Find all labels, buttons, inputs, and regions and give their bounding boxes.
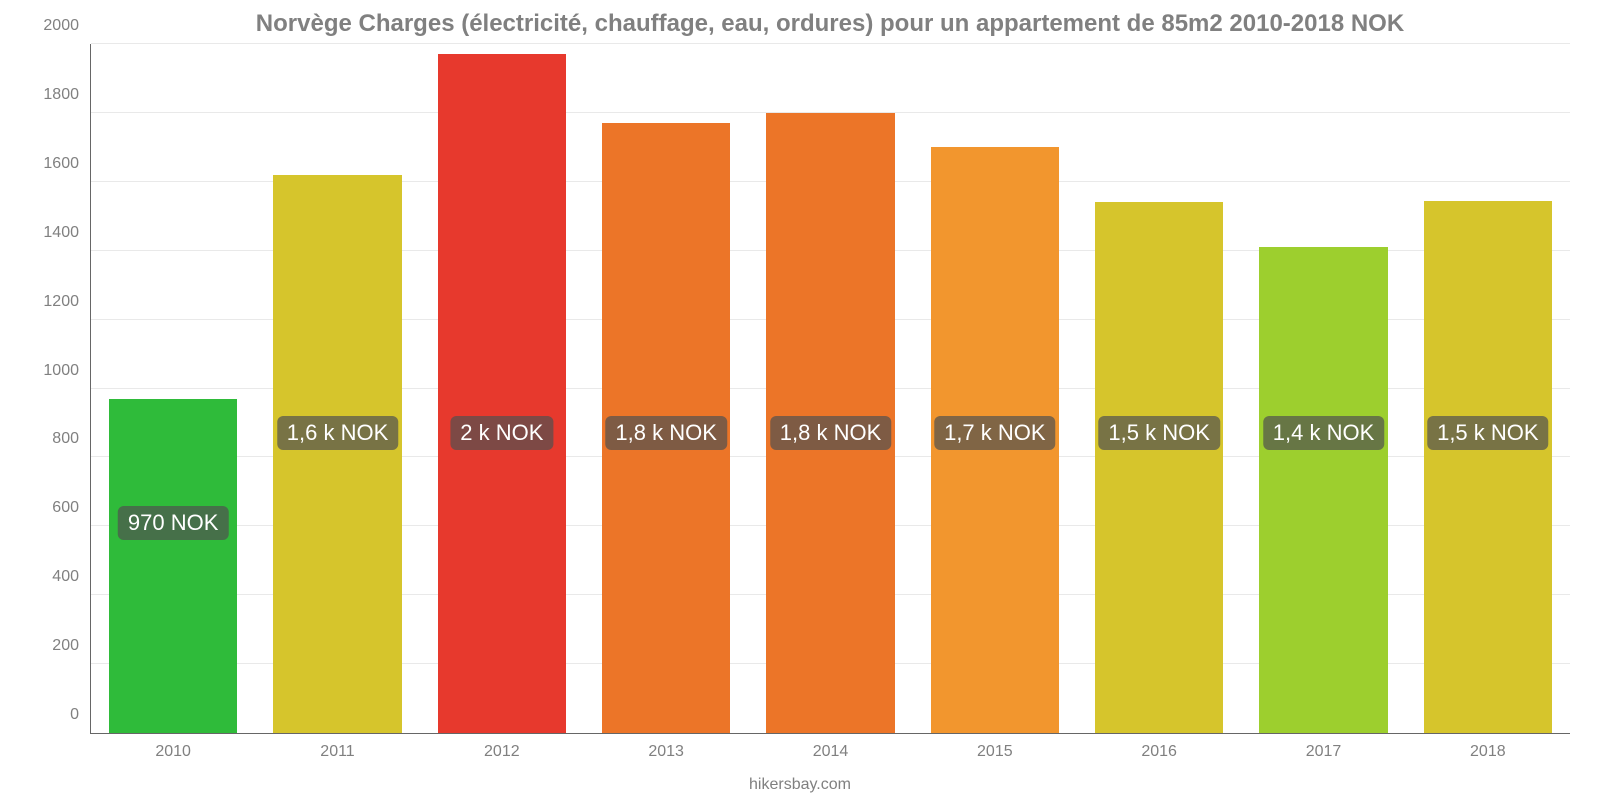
y-tick-label: 600 — [52, 499, 79, 517]
x-tick-label: 2011 — [320, 743, 354, 761]
y-tick-label: 400 — [52, 568, 79, 586]
y-tick-label: 1400 — [43, 224, 79, 242]
bar-value-label: 970 NOK — [118, 506, 229, 540]
bar-value-label: 1,8 k NOK — [770, 416, 891, 450]
bar-value-label: 1,5 k NOK — [1427, 416, 1548, 450]
x-tick-label: 2010 — [155, 743, 191, 761]
bar-value-label: 1,4 k NOK — [1263, 416, 1384, 450]
y-tick-label: 1200 — [43, 293, 79, 311]
y-tick-label: 1600 — [43, 155, 79, 173]
attribution: hikersbay.com — [749, 776, 851, 794]
x-tick-label: 2015 — [977, 743, 1013, 761]
bar — [273, 175, 401, 733]
bar-value-label: 1,8 k NOK — [605, 416, 726, 450]
x-tick-label: 2018 — [1470, 743, 1506, 761]
bar — [438, 54, 566, 733]
bar-value-label: 1,7 k NOK — [934, 416, 1055, 450]
x-tick-label: 2014 — [813, 743, 849, 761]
x-tick-label: 2012 — [484, 743, 520, 761]
y-tick-label: 2000 — [43, 17, 79, 35]
plot-area: 0200400600800100012001400160018002000201… — [90, 44, 1570, 734]
x-tick-label: 2017 — [1306, 743, 1342, 761]
y-tick-label: 1800 — [43, 86, 79, 104]
bar-value-label: 1,5 k NOK — [1098, 416, 1219, 450]
bar-value-label: 1,6 k NOK — [277, 416, 398, 450]
bar — [1424, 201, 1552, 733]
x-tick-label: 2016 — [1141, 743, 1177, 761]
bar — [1095, 202, 1223, 733]
bar — [1259, 247, 1387, 733]
y-tick-label: 200 — [52, 637, 79, 655]
bar-value-label: 2 k NOK — [450, 416, 553, 450]
x-tick-label: 2013 — [648, 743, 684, 761]
y-tick-label: 800 — [52, 430, 79, 448]
gridline — [91, 43, 1570, 44]
y-tick-label: 0 — [70, 706, 79, 724]
y-tick-label: 1000 — [43, 362, 79, 380]
bar — [109, 399, 237, 733]
chart-container: Norvège Charges (électricité, chauffage,… — [0, 0, 1600, 800]
chart-title: Norvège Charges (électricité, chauffage,… — [90, 10, 1570, 38]
